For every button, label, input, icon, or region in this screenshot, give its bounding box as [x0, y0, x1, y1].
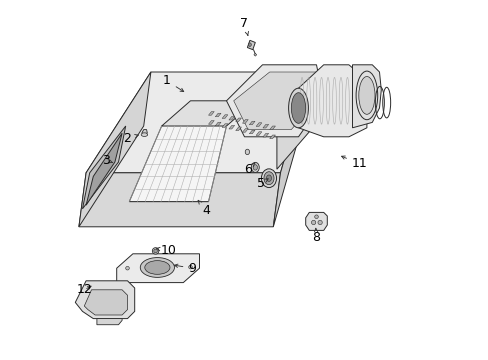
Polygon shape — [256, 132, 262, 135]
Ellipse shape — [355, 71, 377, 120]
Polygon shape — [235, 118, 241, 122]
Polygon shape — [75, 281, 134, 319]
Ellipse shape — [251, 162, 259, 172]
Polygon shape — [79, 173, 280, 227]
Polygon shape — [263, 125, 268, 128]
Text: 2: 2 — [123, 132, 138, 145]
Polygon shape — [84, 290, 127, 315]
Ellipse shape — [266, 175, 271, 181]
Ellipse shape — [144, 261, 170, 274]
Ellipse shape — [264, 172, 273, 185]
Polygon shape — [162, 101, 255, 126]
Polygon shape — [86, 72, 309, 173]
Ellipse shape — [291, 93, 305, 123]
Text: 4: 4 — [198, 200, 210, 217]
Polygon shape — [262, 72, 323, 133]
Ellipse shape — [244, 149, 249, 155]
Polygon shape — [142, 130, 147, 134]
Polygon shape — [117, 254, 199, 283]
Ellipse shape — [140, 258, 174, 277]
Polygon shape — [249, 130, 255, 134]
Polygon shape — [82, 126, 125, 209]
Text: 9: 9 — [174, 262, 196, 275]
Ellipse shape — [153, 249, 157, 253]
Polygon shape — [276, 79, 323, 169]
Polygon shape — [249, 121, 255, 125]
Ellipse shape — [314, 215, 318, 219]
Ellipse shape — [317, 220, 322, 225]
Ellipse shape — [311, 220, 315, 225]
Ellipse shape — [141, 133, 147, 136]
Ellipse shape — [188, 265, 192, 269]
Ellipse shape — [261, 169, 276, 188]
Text: 5: 5 — [256, 177, 267, 190]
Polygon shape — [79, 72, 151, 227]
Text: 10: 10 — [156, 244, 177, 257]
Ellipse shape — [253, 165, 257, 170]
Polygon shape — [273, 72, 309, 227]
Text: 1: 1 — [163, 75, 183, 91]
Polygon shape — [222, 124, 227, 127]
Polygon shape — [86, 133, 122, 205]
Polygon shape — [269, 135, 275, 139]
Text: 12: 12 — [76, 283, 92, 296]
Polygon shape — [263, 134, 268, 137]
Polygon shape — [242, 120, 248, 123]
Polygon shape — [228, 116, 234, 120]
Polygon shape — [208, 112, 214, 115]
Polygon shape — [228, 125, 234, 129]
Ellipse shape — [288, 88, 308, 128]
Ellipse shape — [358, 77, 374, 114]
Ellipse shape — [125, 266, 129, 270]
Text: 7: 7 — [240, 17, 248, 35]
Polygon shape — [233, 72, 316, 130]
Polygon shape — [242, 129, 248, 132]
Polygon shape — [247, 40, 255, 50]
Text: 6: 6 — [244, 163, 254, 176]
Polygon shape — [253, 53, 256, 56]
Polygon shape — [215, 122, 221, 126]
Polygon shape — [269, 126, 275, 130]
Polygon shape — [256, 123, 262, 126]
Polygon shape — [305, 212, 326, 230]
Polygon shape — [298, 65, 366, 137]
Polygon shape — [352, 65, 381, 128]
Polygon shape — [129, 126, 226, 202]
Text: 8: 8 — [312, 228, 320, 244]
Polygon shape — [208, 121, 214, 124]
Ellipse shape — [152, 248, 159, 254]
Polygon shape — [235, 127, 241, 131]
Polygon shape — [215, 113, 221, 117]
Text: 11: 11 — [341, 156, 367, 170]
Polygon shape — [226, 65, 323, 137]
Ellipse shape — [248, 43, 251, 46]
Polygon shape — [97, 319, 122, 325]
Text: 3: 3 — [102, 154, 112, 167]
Polygon shape — [222, 115, 227, 118]
